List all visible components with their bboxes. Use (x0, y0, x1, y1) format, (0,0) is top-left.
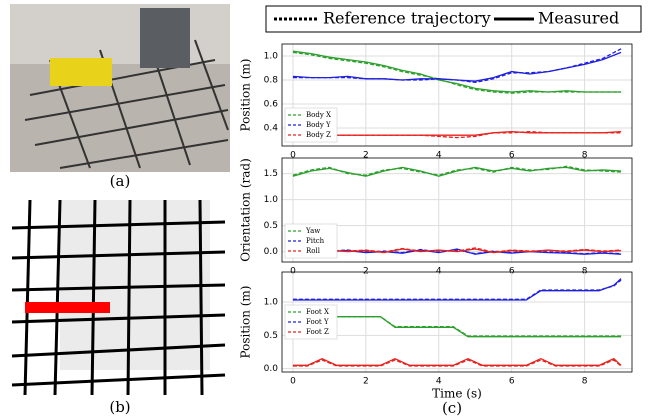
measured-line (292, 166, 622, 177)
reference-line (292, 51, 622, 94)
plot-frame (281, 157, 633, 263)
y-axis-label: Position (m) (239, 286, 253, 359)
reference-line (292, 279, 622, 300)
legend-box (265, 5, 642, 33)
photo-a (10, 4, 230, 172)
legend-label: Foot Z (306, 328, 329, 336)
y-tick-label: 1.5 (264, 169, 278, 179)
legend-label: Yaw (305, 227, 320, 235)
caption: (b) (109, 398, 130, 416)
x-tick-label: 4 (436, 151, 442, 161)
x-tick-label: 4 (436, 377, 442, 387)
reference-line (292, 130, 622, 139)
y-tick-label: 1.0 (264, 298, 279, 308)
legend-label: Body Z (306, 131, 331, 139)
caption: (a) (110, 172, 131, 190)
x-tick-label: 6 (509, 151, 515, 161)
diagram-b (11, 199, 226, 396)
reference-line (292, 165, 622, 176)
legend-label: Roll (306, 247, 321, 255)
reference-line (292, 48, 622, 84)
reference-line (292, 247, 622, 253)
y-tick-label: 0.6 (264, 100, 279, 110)
measured-line (292, 316, 622, 338)
plot-frame (281, 43, 633, 147)
y-tick-label: 0.5 (264, 331, 278, 341)
y-tick-label: 0.8 (264, 76, 279, 86)
y-tick-label: 0.0 (264, 364, 279, 374)
measured-line (292, 51, 622, 82)
plot-frame (281, 271, 633, 373)
x-tick-label: 2 (363, 377, 369, 387)
measured-line (292, 357, 622, 366)
legend-label: Reference trajectory (323, 9, 491, 28)
x-tick-label: 8 (582, 267, 588, 277)
measured-line (292, 278, 622, 301)
x-tick-label: 2 (363, 151, 369, 161)
caption: (c) (442, 399, 462, 417)
reference-line (292, 248, 622, 255)
legend-label: Pitch (306, 237, 325, 245)
y-tick-label: 1.0 (264, 52, 279, 62)
x-axis-label: Time (s) (432, 387, 482, 401)
reference-line (292, 359, 622, 367)
x-tick-label: 4 (436, 267, 442, 277)
x-tick-label: 0 (290, 151, 296, 161)
legend-label: Body Y (306, 121, 331, 129)
legend-label: Body X (306, 111, 331, 119)
y-tick-label: 0.4 (264, 124, 279, 134)
y-tick-label: 0.5 (264, 221, 278, 231)
y-tick-label: 0.0 (264, 247, 279, 257)
y-tick-label: 1.0 (264, 195, 279, 205)
x-tick-label: 6 (509, 377, 515, 387)
y-axis-label: Position (m) (239, 59, 253, 132)
x-tick-label: 8 (582, 151, 588, 161)
legend-label: Measured (538, 9, 619, 28)
x-tick-label: 0 (290, 267, 296, 277)
x-tick-label: 2 (363, 267, 369, 277)
x-tick-label: 8 (582, 377, 588, 387)
measured-line (292, 50, 622, 93)
reference-line (292, 316, 622, 337)
legend-label: Foot Y (306, 318, 329, 326)
x-tick-label: 6 (509, 267, 515, 277)
x-tick-label: 0 (290, 377, 296, 387)
legend-label: Foot X (306, 308, 329, 316)
y-axis-label: Orientation (rad) (239, 158, 253, 262)
